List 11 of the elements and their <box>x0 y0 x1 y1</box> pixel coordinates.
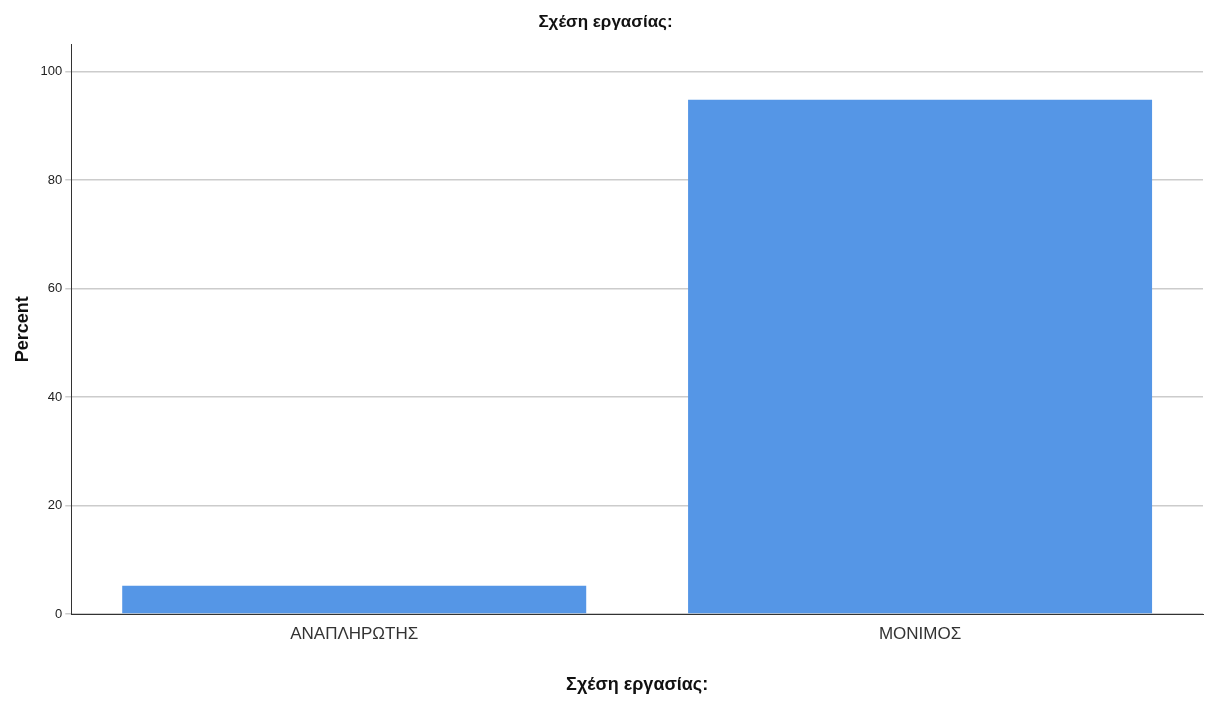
y-axis-title: Percent <box>11 296 32 363</box>
x-axis-title: Σχέση εργασίας: <box>566 674 709 695</box>
y-tick-label: 20 <box>47 497 63 513</box>
y-tick-label: 0 <box>55 605 63 621</box>
y-tick-label: 40 <box>47 388 63 404</box>
x-tick-label: ΑΝΑΠΛΗΡΩΤΗΣ <box>290 623 419 643</box>
y-tick-label: 80 <box>47 171 63 187</box>
y-tick-label: 100 <box>40 63 63 79</box>
y-tick-label: 60 <box>47 280 63 296</box>
x-tick-label: ΜΟΝΙΜΟΣ <box>878 623 962 643</box>
chart-title: Σχέση εργασίας: <box>538 11 673 31</box>
